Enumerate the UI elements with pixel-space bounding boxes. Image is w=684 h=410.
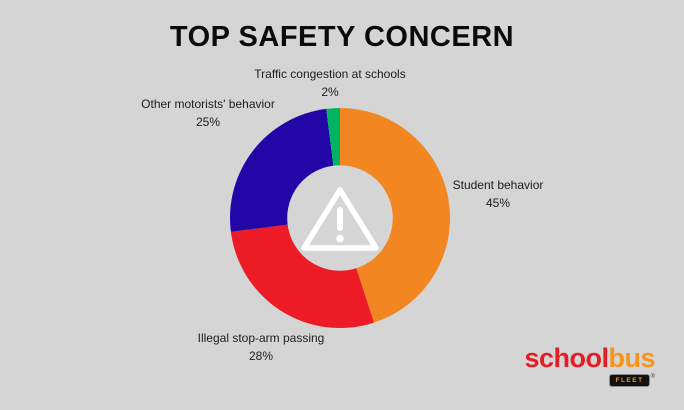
fleet-badge: FLEET xyxy=(609,374,650,388)
slice-label-text: Illegal stop-arm passing xyxy=(197,331,325,345)
logo-badge-row: FLEET ® xyxy=(524,374,655,388)
slice-label-student-behavior: Student behavior 45% xyxy=(418,176,578,212)
slice-label-text: Traffic congestion at schools xyxy=(254,67,406,81)
chart-title: TOP SAFETY CONCERN xyxy=(169,21,515,53)
logo-school-text: school xyxy=(524,343,609,373)
slice-pct-text: 2% xyxy=(321,85,339,99)
slice-pct-text: 45% xyxy=(485,196,511,210)
slice-label-illegal-stop-arm-passing: Illegal stop-arm passing 28% xyxy=(150,329,372,365)
slice-student-behavior xyxy=(340,108,451,323)
slice-label-text: Other motorists' behavior xyxy=(141,97,275,111)
donut-center-badge xyxy=(298,182,382,256)
slice-label-text: Student behavior xyxy=(452,178,544,192)
warning-triangle-icon xyxy=(301,187,379,251)
slice-pct-text: 28% xyxy=(248,349,274,363)
registered-mark: ® xyxy=(650,374,655,380)
slice-label-other-motorists-behavior: Other motorists' behavior 25% xyxy=(103,95,313,131)
logo-wordmark: schoolbus xyxy=(524,345,655,372)
logo-bus-text: bus xyxy=(608,343,655,373)
slice-label-traffic-congestion: Traffic congestion at schools 2% xyxy=(210,65,450,101)
schoolbus-fleet-logo: schoolbus FLEET ® xyxy=(524,345,655,388)
slice-pct-text: 25% xyxy=(195,115,221,129)
